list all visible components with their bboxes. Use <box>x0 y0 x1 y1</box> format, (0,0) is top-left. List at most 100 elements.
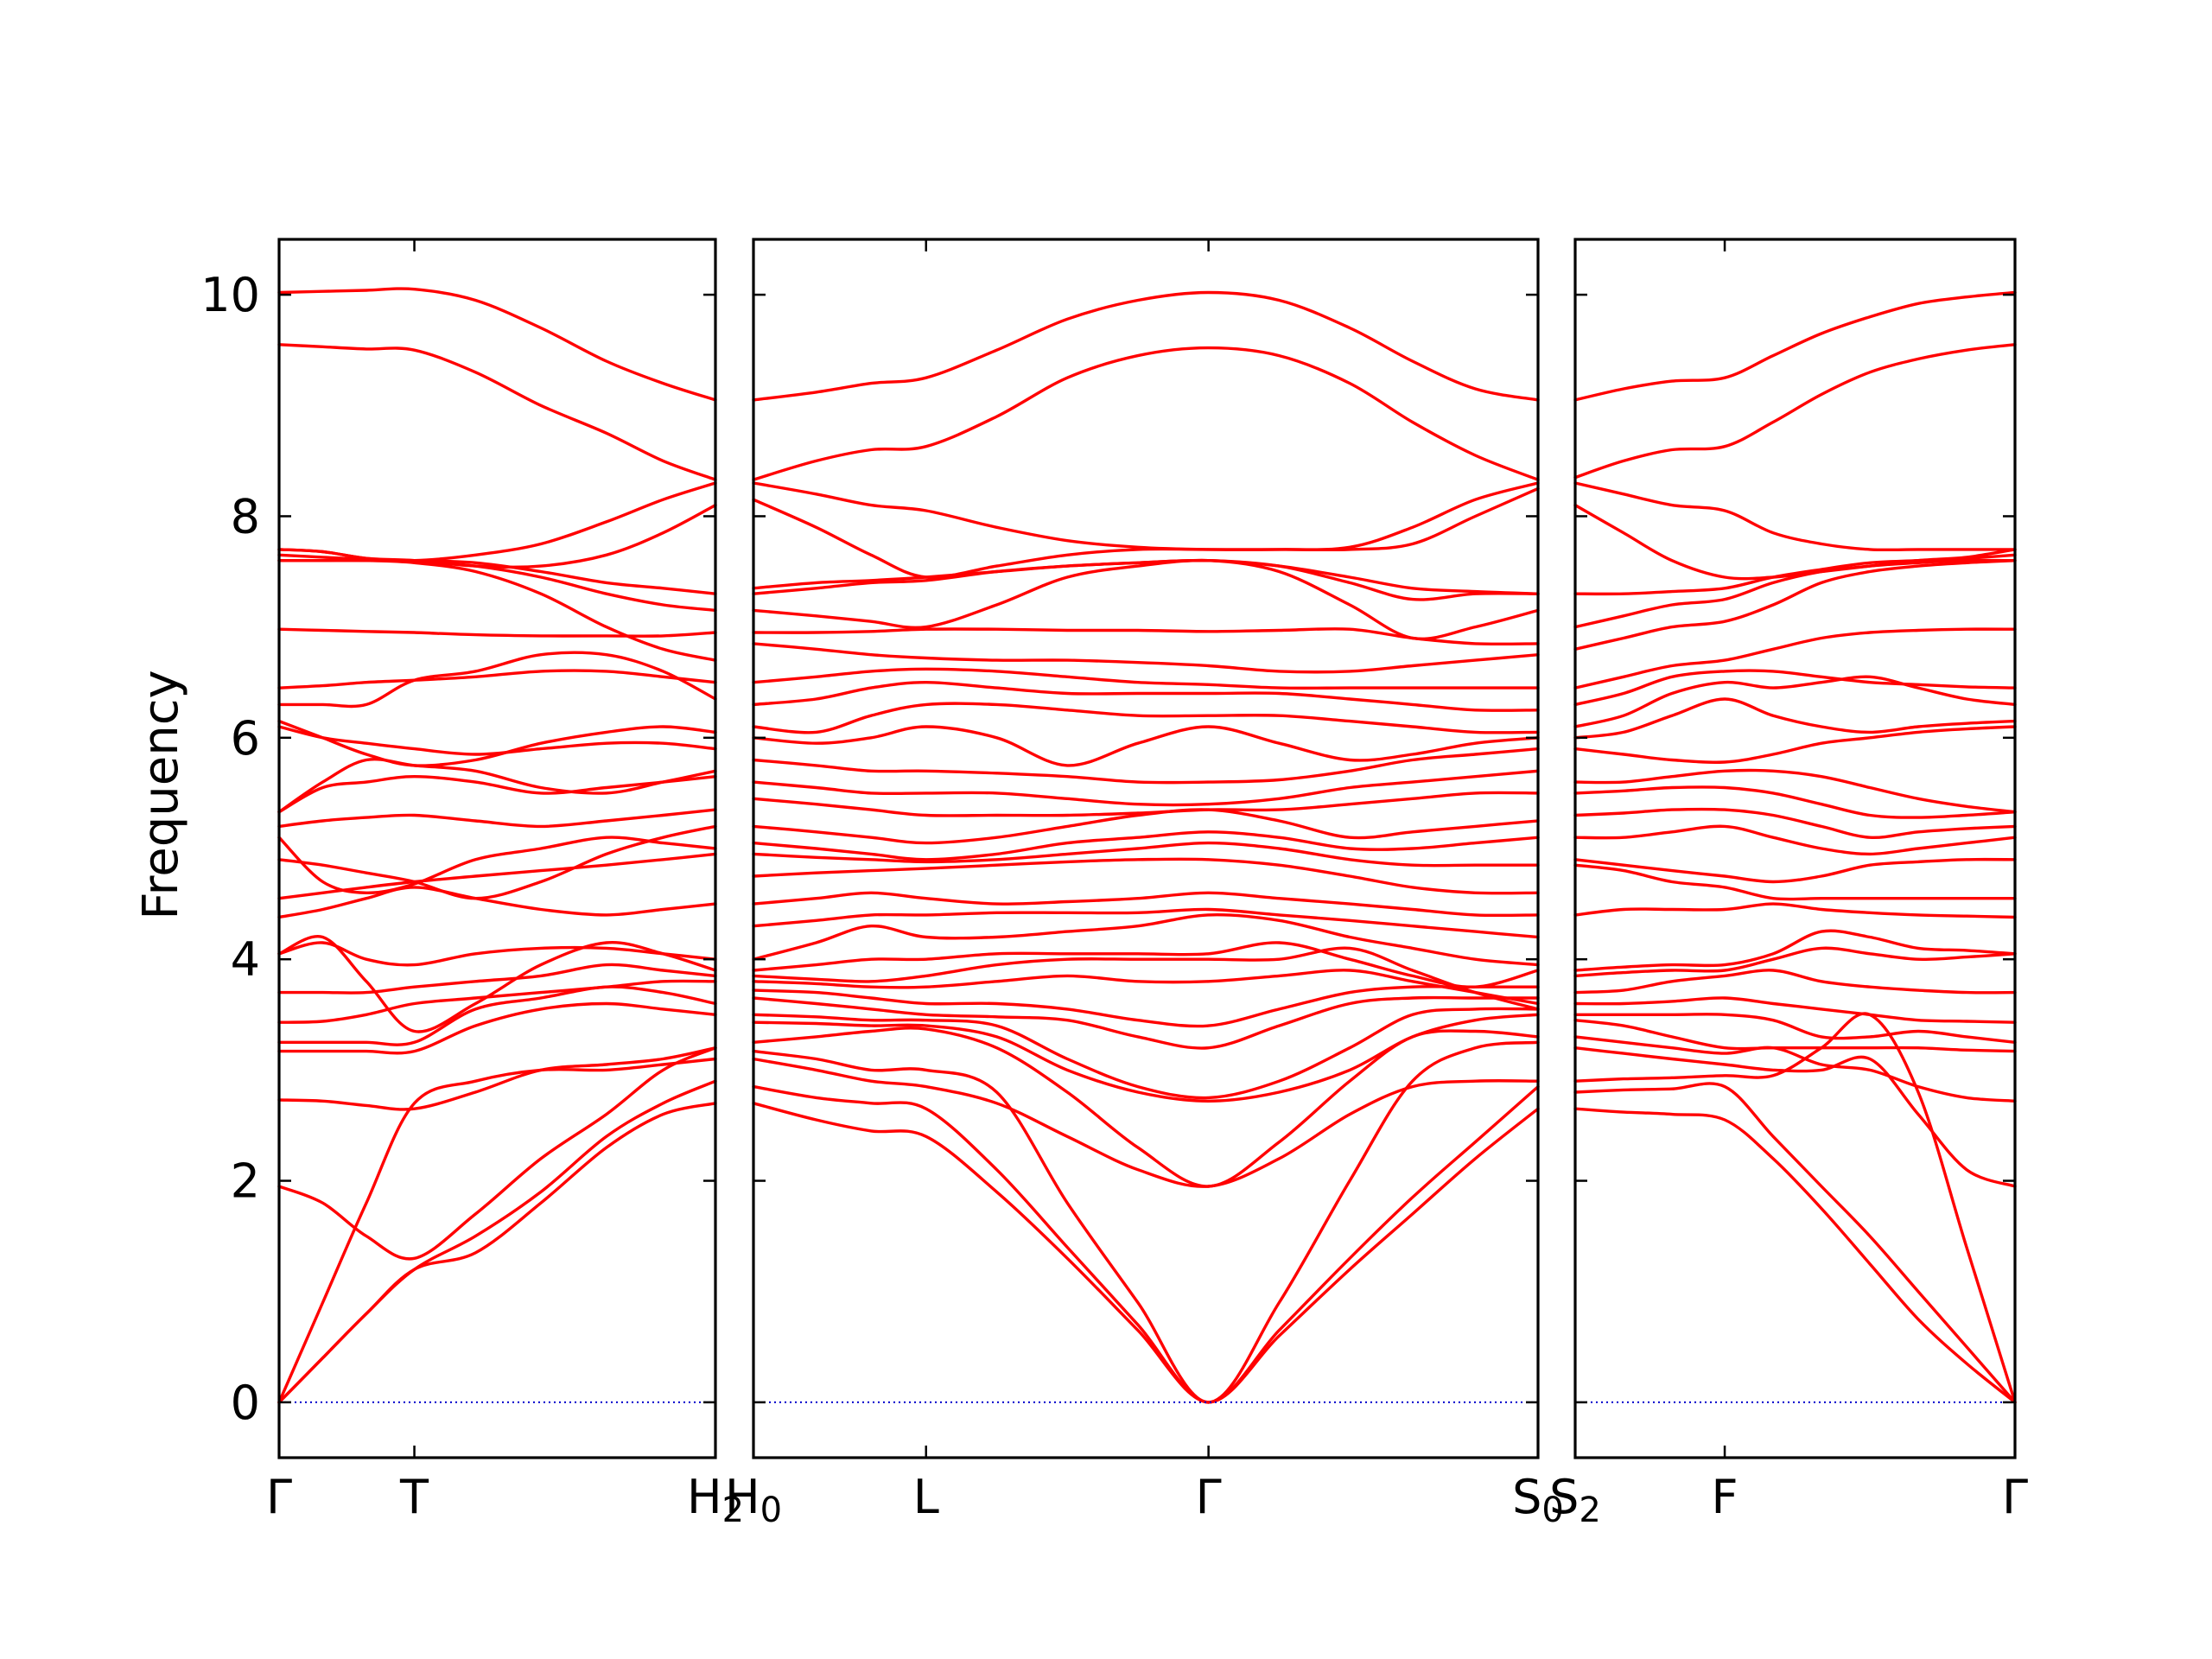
band-line-1-19 <box>277 725 717 756</box>
band-line-2-2 <box>752 1084 1540 1404</box>
band-line-2-21 <box>752 769 1540 807</box>
band-line-3-27 <box>1573 503 2017 581</box>
panel-frame-2 <box>752 238 1540 1459</box>
band-line-2-22 <box>752 747 1540 785</box>
y-tick-label: 4 <box>231 932 260 987</box>
band-line-1-15 <box>277 836 717 895</box>
band-line-2-27 <box>752 642 1540 674</box>
y-tick-label: 10 <box>200 268 260 322</box>
x-tick-label: Γ <box>1196 1470 1222 1524</box>
band-line-1-29 <box>277 343 717 481</box>
band-line-1-26 <box>277 553 717 595</box>
x-tick-label: Γ <box>2002 1470 2028 1524</box>
x-tick-label: H2 <box>687 1470 744 1530</box>
panel-frame-1 <box>277 238 717 1459</box>
band-line-2-23 <box>752 725 1540 767</box>
band-line-3-22 <box>1573 669 2017 707</box>
band-line-1-11 <box>277 934 717 1033</box>
band-line-2-32 <box>752 486 1540 579</box>
band-line-3-2 <box>1573 1082 2017 1404</box>
band-line-3-20 <box>1573 697 2017 740</box>
band-line-3-17 <box>1573 785 2017 819</box>
band-line-2-4 <box>752 1040 1540 1404</box>
band-line-2-34 <box>752 346 1540 481</box>
band-line-3-14 <box>1573 857 2017 884</box>
x-tick-label-subscript: 2 <box>722 1491 744 1530</box>
band-line-3-28 <box>1573 481 2017 552</box>
y-tick-label: 2 <box>231 1154 260 1209</box>
band-line-2-10 <box>752 969 1540 1006</box>
panel-3: S2 F Γ <box>1549 238 2028 1530</box>
band-line-2-35 <box>752 290 1540 402</box>
band-line-2-3 <box>752 1057 1540 1188</box>
band-line-2-20 <box>752 791 1540 817</box>
axis-label-layer: Frequency <box>133 670 189 919</box>
band-line-2-1 <box>752 1102 1540 1404</box>
band-line-3-4 <box>1573 1046 2017 1188</box>
x-tick-label: S2 <box>1549 1470 1601 1530</box>
band-line-1-16 <box>277 808 717 829</box>
band-line-3-18 <box>1573 768 2017 814</box>
y-tick-label: 0 <box>231 1376 260 1430</box>
band-line-1-20 <box>277 719 717 767</box>
y-axis-label: Frequency <box>133 670 189 919</box>
band-line-3-6 <box>1573 1019 2017 1053</box>
x-tick-label-subscript: 0 <box>1541 1491 1563 1530</box>
x-tick-label: T <box>399 1470 429 1524</box>
x-tick-label: F <box>1712 1470 1738 1524</box>
band-line-2-18 <box>752 830 1540 861</box>
band-line-3-24 <box>1573 559 2017 651</box>
band-line-1-13 <box>277 852 717 900</box>
band-line-2-7 <box>752 1007 1540 1100</box>
band-line-3-12 <box>1573 902 2017 919</box>
band-line-1-9 <box>277 963 717 995</box>
band-line-3-19 <box>1573 725 2017 764</box>
band-line-3-13 <box>1573 863 2017 901</box>
band-line-3-11 <box>1573 929 2017 972</box>
band-line-1-22 <box>277 669 717 690</box>
band-line-2-24 <box>752 702 1540 734</box>
band-line-1-4 <box>277 1046 717 1261</box>
panel-1: 0 2 4 6 8 10 Γ T H2 <box>200 238 744 1530</box>
x-tick-label: H0 <box>725 1470 782 1530</box>
band-line-3-8 <box>1573 996 2017 1024</box>
band-line-1-3 <box>277 1057 717 1404</box>
band-line-2-17 <box>752 841 1540 868</box>
band-line-2-19 <box>752 808 1540 845</box>
band-line-2-33 <box>752 481 1540 551</box>
band-line-2-6 <box>752 1013 1540 1103</box>
band-line-1-8 <box>277 979 717 1024</box>
band-line-1-24 <box>277 558 717 662</box>
band-line-3-25 <box>1573 558 2017 629</box>
band-line-3-29 <box>1573 343 2017 480</box>
band-line-2-12 <box>752 941 1540 988</box>
band-line-2-13 <box>752 912 1540 967</box>
x-tick-label-subscript: 2 <box>1579 1491 1600 1530</box>
band-line-2-29 <box>752 558 1540 641</box>
band-line-1-17 <box>277 775 717 814</box>
band-line-2-31 <box>752 558 1540 595</box>
band-line-3-5 <box>1573 1035 2017 1103</box>
band-line-1-14 <box>277 824 717 900</box>
band-line-3-16 <box>1573 807 2017 840</box>
band-line-2-5 <box>752 1027 1540 1188</box>
band-line-1-6 <box>277 1001 717 1055</box>
band-line-2-26 <box>752 667 1540 690</box>
y-tick-label: 8 <box>231 489 260 543</box>
band-line-2-15 <box>752 891 1540 918</box>
band-line-1-18 <box>277 758 717 814</box>
band-line-2-8 <box>752 995 1540 1050</box>
band-line-2-9 <box>752 985 1540 1028</box>
band-line-3-30 <box>1573 290 2017 402</box>
band-line-2-16 <box>752 857 1540 895</box>
band-line-3-21 <box>1573 675 2017 728</box>
band-line-1-2 <box>277 1079 717 1404</box>
panel-frame-3 <box>1573 238 2017 1459</box>
x-tick-label: Γ <box>266 1470 292 1524</box>
band-line-3-3 <box>1573 1012 2017 1404</box>
band-line-2-11 <box>752 946 1540 1011</box>
band-line-1-5 <box>277 1046 717 1111</box>
band-line-1-28 <box>277 481 717 563</box>
band-line-1-23 <box>277 627 717 638</box>
